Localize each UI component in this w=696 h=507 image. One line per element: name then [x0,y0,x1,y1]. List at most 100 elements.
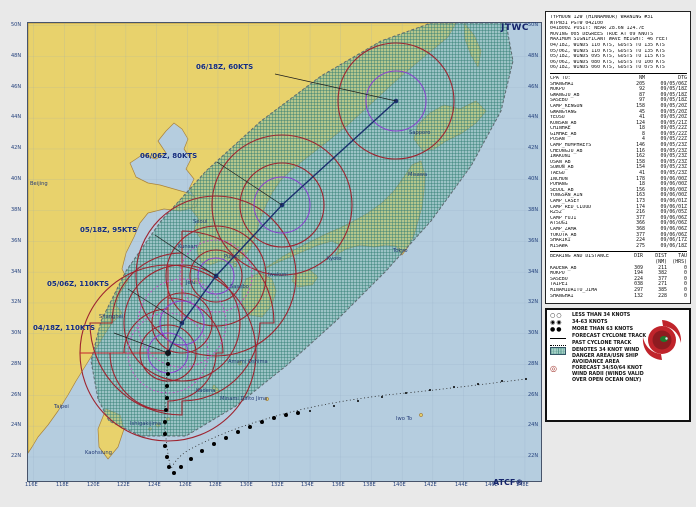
forecast-track-line-icon [550,334,572,340]
legend-label: 34-63 KNOTS [572,320,608,325]
lon-tick: 132E [271,482,284,488]
cpa-row: TAEGU 41 09/05/23Z [550,170,687,177]
legend-label: MORE THAN 63 KNOTS [572,327,634,332]
warning-text-line: 05/06Z, WINDS 110 KTS, GUSTS TO 135 KTS [550,48,665,54]
lon-tick: 134E [301,482,314,488]
cpa-row: SEOUL_AB 156 09/06/00Z [550,186,687,193]
cpa-row: YONGSAN_AIN 163 09/06/00Z [550,192,687,199]
lat-tick-left: 32N [11,299,22,305]
lon-tick: 128E [209,482,222,488]
warning-text-line: WTPN31 PGTW 042100 [550,20,603,26]
warning-text-line: MAXIMUM SIGNIFICANT WAVE HEIGHT: 46 FEET [550,37,668,43]
legend-row: PAST CYCLONE TRACK [550,341,687,347]
lat-tick-left: 26N [11,392,22,398]
cpa-row: YEOSU 41 09/05/20Z [550,114,687,121]
lat-tick-left: 44N [11,114,22,120]
cpa-row: MISAWA 275 09/06/18Z [550,242,687,249]
cpa-title: CPA TO: [550,75,571,81]
cpa-row: CHEONGJU_AB 116 09/05/23Z [550,147,687,154]
cpa-row: CAMP_FUJI 377 09/06/06Z [550,214,687,221]
warning-info-panel: TYPHOON 12W (HINNAMNOR) WARNING #31 WTPN3… [545,11,691,304]
danger-area-swatch-icon [550,347,572,355]
lon-tick: 138E [363,482,376,488]
bearing-row: SHANGHAI 132 228 0 [550,292,687,299]
lat-tick-left: 22N [11,453,22,459]
cpa-row: CAMP_CASEY 173 09/06/01Z [550,198,687,204]
cpa-col-dtg: DTG [678,74,687,81]
divider [550,72,687,74]
cpa-col-nm: NM [639,74,645,81]
lon-tick: 126E [179,482,192,488]
bearing-row: MINAMIDAITO_JIMA 297 385 0 [550,286,687,293]
cpa-row: CAMP_ZAMA 368 09/06/06Z [550,225,687,232]
lat-tick-left: 38N [11,207,22,213]
lon-tick: 144E [455,482,468,488]
legend-label: PAST CYCLONE TRACK [572,341,632,346]
cpa-row: PUSAN 4 09/05/22Z [550,136,687,143]
map-canvas [28,23,541,481]
cpa-row: CAMP_HUMPHREYS 146 09/05/23Z [550,142,687,149]
lat-tick-left: 50N [11,22,22,28]
lon-tick: 130E [240,482,253,488]
lon-tick: 116E [25,482,38,488]
cpa-row: CAMP_RED_CLOUD 174 09/06/01Z [550,203,687,210]
wind-radii [79,42,455,442]
warning-text-line: 041800Z POSIT: NEAR 28.6N 124.7E [550,26,645,32]
cpa-row: KUNSAN_AB 124 09/05/21Z [550,119,687,126]
lat-tick-left: 24N [11,422,22,428]
lat-tick-left: 30N [11,330,22,336]
lat-tick-left: 34N [11,269,22,275]
legend-label: DENOTES 34 KNOT WIND DANGER AREA/USN SHI… [572,348,640,365]
warning-text-line: 06/18Z, WINDS 060 KTS, GUSTS TO 075 KTS [550,65,665,71]
past-track [163,352,527,475]
cpa-row: OSAN_AB 158 09/05/23Z [550,158,687,165]
cpa-row: R252 216 09/06/05Z [550,209,687,216]
lon-tick: 122E [117,482,130,488]
lon-tick: 142E [424,482,437,488]
warning-text-line: 05/18Z, WINDS 095 KTS, GUSTS TO 115 KTS [550,54,665,60]
danger-area [90,23,514,437]
cpa-row: CHINHAE 18 09/05/22Z [550,125,687,132]
lat-tick-left: 28N [11,361,22,367]
lon-tick: 124E [148,482,161,488]
lt34-symbol-icon: ○○ [550,312,563,319]
cpa-row: SHARIKI 224 09/06/17Z [550,237,687,244]
lon-tick: 148E [516,482,529,488]
cpa-row: POHANG 18 09/06/00Z [550,181,687,188]
legend-label: LESS THAN 34 KNOTS [572,313,631,318]
bearing-tau-unit: (HRS) [672,258,687,265]
legend-label: FORECAST CYCLONE TRACK [572,334,647,339]
lat-tick-left: 42N [11,145,22,151]
cpa-row: GWANGJU_AB 87 09/05/18Z [550,91,687,98]
cpa-row: GIMHAE_AB 8 09/05/22Z [550,130,687,137]
warning-text-line: TYPHOON 12W (HINNAMNOR) WARNING #31 [550,15,654,20]
cpa-header: CPA TO: NM DTG [550,74,687,82]
lon-tick: 118E [56,482,69,488]
bearing-col-dir: DIR [634,253,643,260]
wind-radii-symbol-icon: ◎ [550,364,557,374]
cpa-row: MOKPO 92 09/05/18Z [550,86,687,93]
lon-tick: 120E [87,482,100,488]
lat-tick-left: 46N [11,84,22,90]
legend-row: ◉◉ 34-63 KNOTS [550,320,687,326]
cpa-row: INCHON 178 09/06/00Z [550,175,687,182]
cpa-row: SASEBO 97 09/05/18Z [550,97,687,104]
bearing-row: MOKPO 194 382 0 [550,270,687,277]
bearing-col-dist: DIST [655,253,667,260]
bearing-title: BEARING AND DISTANCE [550,254,609,260]
bearing-row: KADENA_AB 309 211 0 [550,264,687,271]
divider [550,251,687,253]
lat-tick-left: 40N [11,176,22,182]
cpa-row: IWAKUNI 162 09/05/23Z [550,153,687,160]
legend-row: DENOTES 34 KNOT WIND DANGER AREA/USN SHI… [550,347,687,365]
legend-row: ●● MORE THAN 63 KNOTS [550,327,687,333]
bearing-units: (NM) (HRS) [550,258,687,266]
bearing-col-tau: TAU [678,253,687,260]
past-track-line-icon [550,341,572,347]
legend-row: ◎ FORECAST 34/50/64 KNOT WIND RADII (WIN… [550,364,687,383]
warning-text-line: 04/18Z, WINDS 110 KTS, GUSTS TO 135 KTS [550,42,665,48]
bearing-row: TAIPEI 038 271 0 [550,281,687,288]
map-legend: ○○ LESS THAN 34 KNOTS ◉◉ 34-63 KNOTS ●● … [545,308,691,422]
lon-tick: 136E [332,482,345,488]
legend-row: ○○ LESS THAN 34 KNOTS [550,313,687,319]
